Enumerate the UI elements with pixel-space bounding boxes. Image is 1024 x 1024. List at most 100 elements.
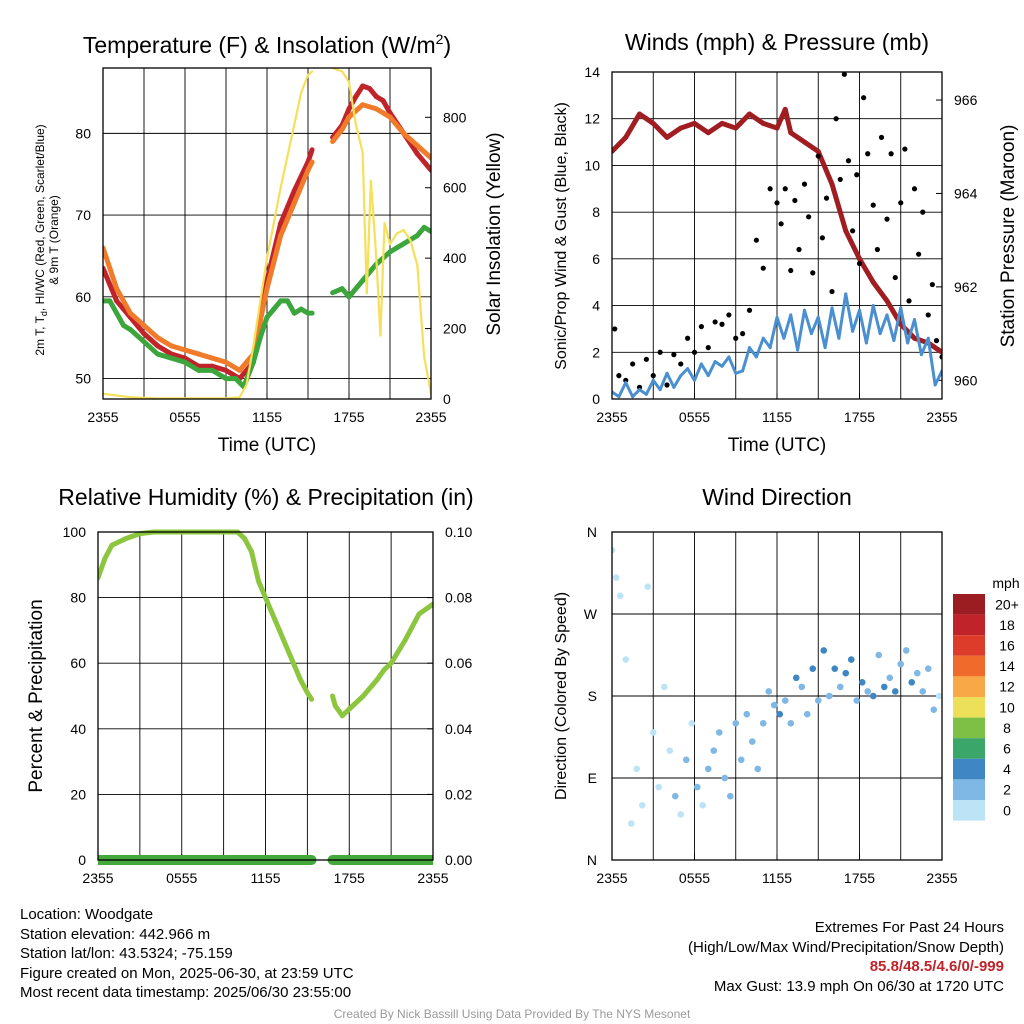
series-sonic-wind bbox=[624, 381, 635, 399]
y-tick-label: 14 bbox=[584, 64, 600, 80]
series-sonic-wind bbox=[899, 306, 910, 345]
series-2m-t bbox=[414, 151, 431, 173]
direction-point bbox=[869, 692, 877, 700]
series-sonic-wind bbox=[651, 378, 662, 392]
series-rh bbox=[98, 555, 108, 581]
series-sonic-wind bbox=[816, 315, 827, 350]
series-9m-t bbox=[103, 245, 120, 292]
x-tick-label: 2355 bbox=[415, 409, 446, 425]
gust-point bbox=[837, 176, 843, 183]
series-insolation bbox=[224, 396, 241, 399]
gust-point bbox=[788, 267, 794, 274]
y-right-tick-label: 0.04 bbox=[445, 721, 472, 737]
series-sonic-wind bbox=[871, 304, 882, 336]
series-rh bbox=[388, 637, 408, 666]
gust-point bbox=[740, 331, 746, 337]
chart-title: Winds (mph) & Pressure (mb) bbox=[625, 29, 929, 55]
series-sonic-wind bbox=[720, 355, 731, 368]
direction-point bbox=[875, 651, 883, 659]
series-rh bbox=[346, 693, 366, 712]
series-sonic-wind bbox=[864, 304, 875, 345]
series-pressure bbox=[802, 139, 821, 154]
series-9m-t bbox=[278, 200, 297, 239]
legend-label: 20+ bbox=[995, 596, 1019, 612]
series-9m-t bbox=[373, 106, 393, 120]
gust-point bbox=[920, 209, 926, 215]
gust-point bbox=[623, 377, 629, 383]
station-elevation: Station elevation: 442.966 m bbox=[20, 925, 211, 943]
series-sonic-wind bbox=[699, 362, 710, 378]
y-tick-label: 12 bbox=[584, 111, 600, 127]
series-9m-t bbox=[155, 335, 174, 349]
legend-swatch bbox=[953, 594, 985, 615]
series-t-d bbox=[387, 241, 407, 255]
plot-border bbox=[611, 71, 943, 400]
series-pressure bbox=[733, 111, 752, 131]
direction-point bbox=[765, 688, 773, 695]
x-tick-label: 2355 bbox=[596, 409, 627, 425]
direction-point bbox=[798, 683, 806, 691]
direction-point bbox=[754, 765, 762, 773]
gust-point bbox=[650, 373, 656, 379]
series-9m-t bbox=[305, 159, 315, 173]
x-tick-label: 1755 bbox=[844, 409, 875, 425]
direction-point bbox=[699, 802, 707, 809]
x-axis-label: Time (UTC) bbox=[218, 435, 317, 456]
legend-swatch bbox=[953, 697, 985, 718]
gust-point bbox=[829, 288, 835, 295]
x-tick-label: 1155 bbox=[250, 870, 280, 886]
y-tick-label: 60 bbox=[70, 655, 86, 671]
series-pressure bbox=[623, 111, 642, 140]
series-sonic-wind bbox=[803, 308, 813, 336]
legend-swatch bbox=[953, 717, 985, 739]
y-tick-label: N bbox=[587, 852, 597, 868]
station-location: Location: Woodgate bbox=[20, 906, 154, 923]
direction-point bbox=[935, 692, 942, 700]
series-insolation bbox=[300, 73, 310, 94]
gust-point bbox=[753, 237, 759, 243]
series-9m-t bbox=[414, 143, 431, 161]
y-tick-label: W bbox=[584, 606, 598, 622]
y-tick-label: 0 bbox=[78, 852, 86, 868]
series-pressure bbox=[612, 134, 629, 154]
legend-swatch bbox=[953, 800, 985, 821]
series-rh bbox=[283, 644, 296, 666]
series-rh bbox=[402, 611, 422, 643]
direction-point bbox=[924, 665, 932, 672]
gust-point bbox=[801, 181, 808, 187]
series-pressure bbox=[843, 228, 862, 262]
series-rh bbox=[304, 690, 315, 702]
direction-point bbox=[776, 710, 784, 718]
series-insolation bbox=[252, 257, 269, 348]
x-tick-label: 0555 bbox=[166, 870, 197, 886]
series-t-d bbox=[346, 277, 366, 300]
gust-point bbox=[774, 200, 780, 206]
plot-border bbox=[611, 531, 943, 861]
legend-label: 2 bbox=[1003, 782, 1011, 798]
series-sonic-wind bbox=[809, 315, 820, 336]
series-insolation bbox=[423, 355, 431, 395]
direction-point bbox=[649, 729, 657, 736]
direction-point bbox=[913, 669, 921, 677]
series-pressure bbox=[788, 130, 807, 145]
direction-point bbox=[612, 546, 616, 554]
series-insolation bbox=[245, 345, 255, 387]
chart-title: Temperature (F) & Insolation (W/m2) bbox=[83, 31, 451, 58]
gust-point bbox=[678, 361, 684, 367]
series-insolation bbox=[395, 228, 405, 235]
series-9m-t bbox=[264, 233, 284, 292]
y-right-tick-label: 966 bbox=[954, 92, 978, 108]
series-2m-t bbox=[103, 265, 120, 304]
series-sonic-wind bbox=[933, 369, 942, 387]
series-sonic-wind bbox=[906, 318, 916, 345]
gust-point bbox=[865, 151, 871, 157]
series-sonic-wind bbox=[796, 308, 806, 352]
direction-point bbox=[693, 783, 701, 791]
y-right-tick-label: 200 bbox=[443, 321, 467, 337]
y-tick-label: 80 bbox=[70, 590, 86, 606]
series-sonic-wind bbox=[741, 346, 751, 373]
x-axis-label: Time (UTC) bbox=[728, 435, 827, 456]
y-axis-label: Direction (Colored By Speed) bbox=[553, 592, 570, 800]
series-sonic-wind bbox=[878, 313, 889, 336]
direction-point bbox=[820, 647, 828, 654]
